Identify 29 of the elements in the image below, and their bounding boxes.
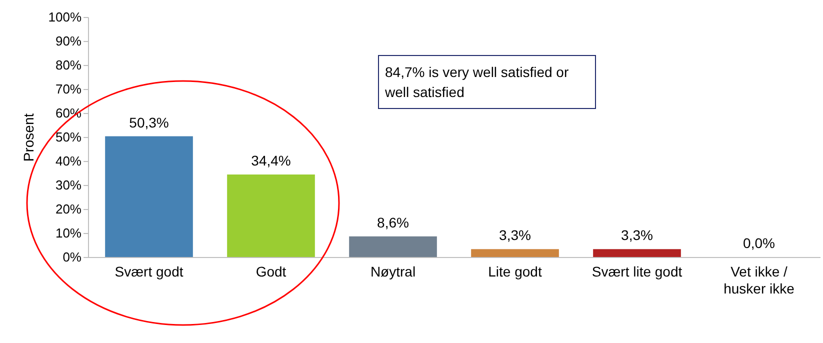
x-tick-label: Lite godt [488,264,542,280]
annotation: 84,7% is very well satisfied or well satisfied [378,55,596,109]
data-label: 50,3% [129,114,169,130]
data-label: 34,4% [251,152,291,168]
x-tick-label: Vet ikke / husker ikke [724,264,795,296]
data-label: 3,3% [499,227,531,244]
x-tick-label: Svært godt [114,264,184,280]
x-tick-label: Nøytral [370,264,416,280]
y-tick-label: 30% [55,178,82,192]
bar [227,174,315,257]
y-tick-label: 10% [55,226,82,240]
y-tick-label: 100% [48,10,82,24]
y-tick-label: 80% [55,58,82,72]
y-tick-label: 70% [55,82,82,96]
x-tick-label: Svært lite godt [592,264,682,280]
y-tick-label: 0% [62,250,82,264]
y-axis-title: Prosent [20,113,36,162]
x-tick-label: Godt [256,264,286,280]
data-label: 8,6% [377,214,409,230]
bar [349,236,437,257]
y-tick-label: 20% [55,202,82,216]
bar [593,249,681,257]
data-label: 3,3% [621,227,653,244]
data-label: 0,0% [743,235,775,251]
bar [105,136,193,257]
y-tick-label: 40% [55,154,82,168]
y-tick-label: 90% [55,34,82,48]
y-tick-label: 50% [55,130,82,144]
bar [471,249,559,257]
